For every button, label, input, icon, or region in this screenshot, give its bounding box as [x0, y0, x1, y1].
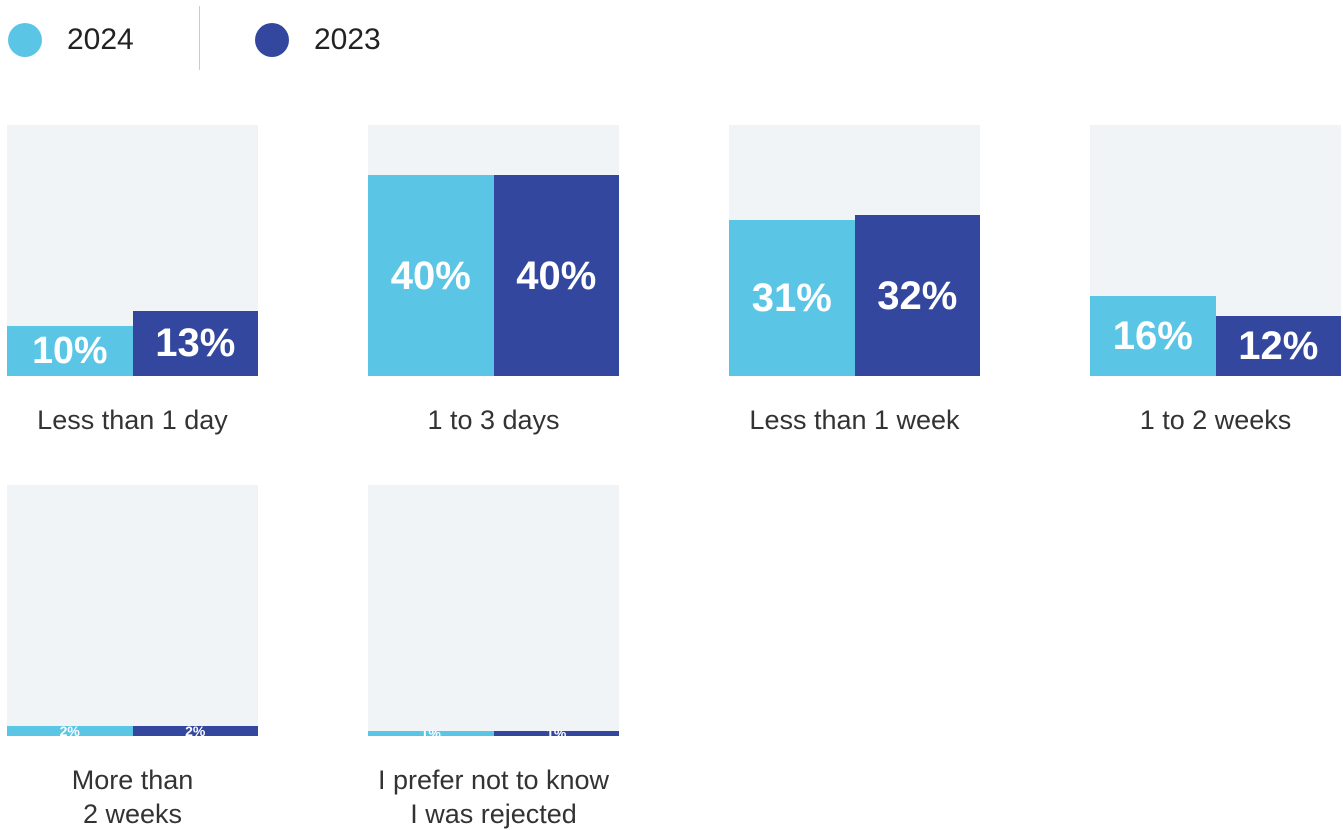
bar: 10% [7, 325, 133, 376]
value-label: 12% [1238, 323, 1319, 368]
bar: 12% [1215, 315, 1341, 376]
value-label: 16% [1112, 313, 1193, 358]
category-label: Less than 1 day [37, 405, 228, 435]
legend-divider [199, 6, 200, 70]
legend-marker [8, 23, 42, 57]
bar: 2% [132, 725, 258, 736]
legend-marker [255, 23, 289, 57]
bar: 32% [854, 215, 980, 376]
panel: 16% 12% [1090, 125, 1341, 376]
category-label: Less than 1 week [749, 405, 960, 435]
bar: 16% [1090, 295, 1216, 376]
value-label: 2% [185, 725, 206, 736]
value-label: 13% [155, 321, 236, 366]
legend-label: 2024 [67, 23, 134, 56]
category-label: 1 to 2 weeks [1139, 405, 1292, 435]
category-label: I prefer not to know I was rejected [377, 765, 610, 829]
bar: 40% [368, 175, 494, 376]
bar: 13% [132, 310, 258, 376]
panel: 40% 40% [368, 125, 619, 376]
bar: 2% [7, 725, 133, 736]
value-label: 2% [59, 725, 80, 736]
category-label: 1 to 3 days [427, 405, 560, 435]
value-label: 32% [877, 273, 958, 318]
panel: 2% 2% [7, 485, 258, 736]
category-label: More than 2 weeks [71, 765, 194, 829]
value-label: 10% [32, 329, 108, 372]
panel: 31% 32% [729, 125, 980, 376]
bar: 1% [368, 730, 494, 736]
value-label: 40% [516, 253, 597, 298]
panel: 10% 13% [7, 125, 258, 376]
bar: 40% [493, 175, 619, 376]
value-label: 1% [494, 731, 620, 736]
value-label: 31% [751, 276, 832, 321]
bar: 31% [729, 220, 855, 376]
panel: 1%1% [368, 485, 619, 736]
bar: 1% [493, 730, 620, 736]
value-label: 40% [390, 253, 471, 298]
value-label: 1% [368, 731, 494, 736]
legend-label: 2023 [314, 23, 381, 56]
